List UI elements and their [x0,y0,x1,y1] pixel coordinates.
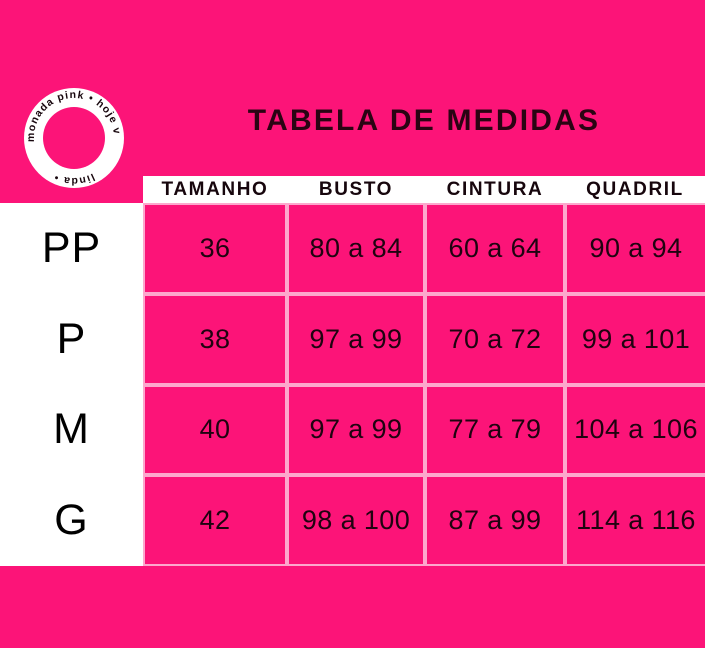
table-row: 36 80 a 84 60 a 64 90 a 94 [143,203,705,294]
size-label-column: PP P M G [0,203,143,566]
cell-tamanho: 36 [143,203,287,294]
size-label-p: P [56,314,87,363]
cell-cintura: 70 a 72 [425,293,565,385]
size-label-g: G [54,496,89,545]
cell-busto: 98 a 100 [287,475,425,566]
cell-quadril: 90 a 94 [565,203,705,294]
cell-quadril: 99 a 101 [565,293,705,385]
cell-busto: 80 a 84 [287,203,425,294]
cell-tamanho: 38 [143,293,287,385]
size-label-pp: PP [41,223,102,272]
table-header-row: TAMANHO BUSTO CINTURA QUADRIL [143,176,705,203]
brand-logo: limonada pink • hoje vou linda • [22,86,126,190]
cell-tamanho: 42 [143,475,287,566]
column-header-quadril: QUADRIL [586,178,684,200]
cell-quadril: 114 a 116 [565,475,705,566]
cell-busto: 97 a 99 [287,293,425,385]
cell-cintura: 60 a 64 [425,203,565,294]
table-body: 36 80 a 84 60 a 64 90 a 94 38 97 a 99 70… [143,203,705,566]
measurements-table: TAMANHO BUSTO CINTURA QUADRIL PP P M G 3… [0,176,705,566]
column-header-cintura: CINTURA [446,178,544,200]
cell-quadril: 104 a 106 [565,384,705,476]
size-label-m: M [53,405,90,454]
brand-logo-ring: limonada pink • hoje vou linda • [22,86,124,188]
table-row: 38 97 a 99 70 a 72 99 a 101 [143,293,705,385]
table-header-band [143,176,705,203]
cell-cintura: 87 a 99 [425,475,565,566]
page-title: TABELA DE MEDIDAS [247,104,601,137]
cell-cintura: 77 a 79 [425,384,565,476]
svg-text:linda •: linda • [52,171,97,187]
table-row: 40 97 a 99 77 a 79 104 a 106 [143,384,705,476]
cell-tamanho: 40 [143,384,287,476]
column-header-tamanho: TAMANHO [161,178,269,200]
table-row: 42 98 a 100 87 a 99 114 a 116 [143,475,705,566]
cell-busto: 97 a 99 [287,384,425,476]
column-header-busto: BUSTO [318,178,394,200]
